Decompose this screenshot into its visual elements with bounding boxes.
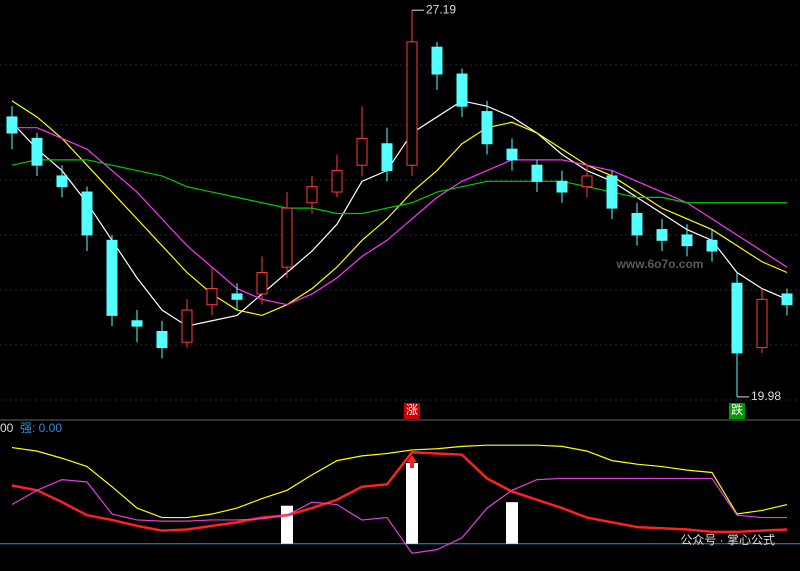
candle-body xyxy=(331,170,343,193)
indicator-line xyxy=(11,477,787,554)
indicator-name: 00 xyxy=(0,421,14,435)
indicator-line xyxy=(11,451,788,534)
signal-arrow xyxy=(407,454,417,468)
candle-body xyxy=(231,293,243,300)
signal-marker-box xyxy=(729,403,745,419)
candle-body xyxy=(31,137,43,166)
low-label: 19.98 xyxy=(751,389,781,403)
candle-body xyxy=(381,143,393,172)
candle-body xyxy=(106,239,118,316)
candle-body xyxy=(431,46,443,75)
candle-body xyxy=(731,282,743,354)
candle-body xyxy=(306,186,318,204)
indicator-line xyxy=(11,444,788,519)
candle-body xyxy=(481,111,493,145)
indicator-value: 强: 0.00 xyxy=(20,421,62,435)
ma-line xyxy=(11,159,787,215)
ma-line xyxy=(12,127,788,306)
signal-marker: 跌 xyxy=(731,402,743,417)
candle-body xyxy=(556,180,568,193)
ma-line xyxy=(11,100,788,327)
candle-body xyxy=(606,175,618,209)
candle-body xyxy=(256,271,268,295)
candle-body xyxy=(131,320,143,327)
candle-body xyxy=(81,191,93,236)
candle-body xyxy=(781,293,793,306)
candle-body xyxy=(456,73,468,107)
candle-body xyxy=(156,330,168,349)
candle-body xyxy=(681,234,693,247)
footer: 公众号 · 掌心公式 xyxy=(680,533,775,547)
watermark: www.6o7o.com xyxy=(616,257,704,271)
candle-body xyxy=(656,229,668,241)
candle-body xyxy=(356,137,368,166)
signal-bar xyxy=(406,462,418,544)
candle-body xyxy=(6,116,18,134)
signal-marker: 涨 xyxy=(406,402,418,417)
candle-body xyxy=(181,309,193,343)
candle-body xyxy=(581,175,593,188)
candle-body xyxy=(206,288,218,306)
candle-body xyxy=(56,175,68,188)
candle-body xyxy=(706,239,718,252)
signal-bar xyxy=(506,502,518,544)
candle-body xyxy=(756,298,768,349)
candle-body xyxy=(506,148,518,161)
candle-body xyxy=(531,164,543,182)
high-label: 27.19 xyxy=(426,2,456,16)
candle-body xyxy=(281,207,293,268)
candle-body xyxy=(631,212,643,236)
candle-body xyxy=(406,41,418,166)
signal-bar xyxy=(281,505,293,544)
signal-marker-box xyxy=(404,403,420,419)
